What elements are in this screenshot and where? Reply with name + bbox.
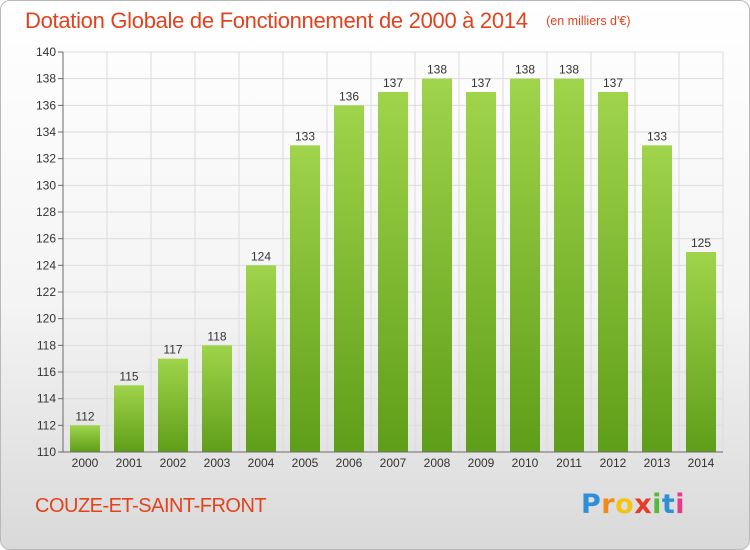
y-tick-label: 122 bbox=[36, 285, 56, 299]
data-label: 133 bbox=[647, 129, 667, 143]
data-label: 115 bbox=[119, 369, 138, 383]
y-tick-label: 124 bbox=[36, 258, 56, 272]
y-tick-label: 126 bbox=[36, 232, 56, 246]
data-label: 137 bbox=[383, 76, 403, 90]
bar-2014 bbox=[686, 252, 716, 452]
data-label: 138 bbox=[559, 63, 579, 77]
bar-2004 bbox=[246, 265, 276, 452]
y-tick-label: 130 bbox=[36, 178, 56, 192]
x-tick-label: 2001 bbox=[116, 456, 143, 470]
x-tick-label: 2011 bbox=[556, 456, 582, 470]
y-tick-label: 120 bbox=[36, 312, 56, 326]
title-row: Dotation Globale de Fonctionnement de 20… bbox=[25, 8, 631, 34]
data-label: 118 bbox=[207, 329, 226, 343]
bar-2006 bbox=[334, 105, 364, 452]
bar-2001 bbox=[114, 385, 144, 452]
proxiti-logo: Proxiti bbox=[581, 489, 686, 520]
y-tick-label: 118 bbox=[37, 338, 56, 352]
data-label: 137 bbox=[471, 76, 491, 90]
y-tick-label: 140 bbox=[36, 45, 56, 59]
data-label: 125 bbox=[691, 236, 711, 250]
bar-2013 bbox=[642, 145, 672, 453]
x-tick-label: 2003 bbox=[204, 456, 231, 470]
x-tick-label: 2012 bbox=[600, 456, 627, 470]
x-tick-label: 2014 bbox=[688, 456, 715, 470]
y-tick-label: 128 bbox=[36, 205, 56, 219]
x-tick-label: 2006 bbox=[336, 456, 363, 470]
bar-2011 bbox=[554, 78, 584, 453]
bar-2005 bbox=[290, 145, 320, 453]
bar-2009 bbox=[466, 92, 496, 452]
bar-2010 bbox=[510, 78, 540, 453]
x-tick-label: 2007 bbox=[380, 456, 407, 470]
bar-2012 bbox=[598, 92, 628, 452]
data-label: 124 bbox=[251, 249, 271, 263]
x-tick-label: 2004 bbox=[248, 456, 275, 470]
y-tick-label: 136 bbox=[36, 98, 56, 112]
y-tick-label: 110 bbox=[37, 445, 56, 459]
data-label: 136 bbox=[339, 89, 359, 103]
x-tick-label: 2009 bbox=[468, 456, 495, 470]
bar-2008 bbox=[422, 78, 452, 453]
y-tick-label: 132 bbox=[36, 152, 56, 166]
x-tick-label: 2000 bbox=[72, 456, 99, 470]
chart-title: Dotation Globale de Fonctionnement de 20… bbox=[25, 8, 528, 33]
axes bbox=[58, 51, 723, 453]
data-label: 138 bbox=[515, 63, 535, 77]
labels: 110 112 114 116 118 120 122 124 126 128 130 132 134 1… bbox=[36, 45, 715, 470]
chart-subtitle: (en milliers d'€) bbox=[546, 14, 631, 28]
bar-2000 bbox=[70, 425, 100, 452]
y-tick-label: 138 bbox=[36, 72, 56, 86]
y-tick-label: 114 bbox=[37, 392, 56, 406]
y-tick-label: 112 bbox=[37, 418, 56, 432]
x-tick-label: 2008 bbox=[424, 456, 451, 470]
data-label: 117 bbox=[163, 343, 182, 357]
data-label: 133 bbox=[295, 129, 315, 143]
y-tick-label: 134 bbox=[36, 125, 56, 139]
y-tick-label: 116 bbox=[37, 365, 56, 379]
x-tick-label: 2002 bbox=[160, 456, 187, 470]
bar-2007 bbox=[378, 92, 408, 452]
x-tick-label: 2005 bbox=[292, 456, 319, 470]
bars bbox=[70, 78, 716, 453]
x-tick-label: 2010 bbox=[512, 456, 539, 470]
commune-name: COUZE-ET-SAINT-FRONT bbox=[35, 495, 267, 517]
x-tick-label: 2013 bbox=[644, 456, 671, 470]
bar-2002 bbox=[158, 358, 188, 452]
data-label: 112 bbox=[75, 409, 94, 423]
bar-2003 bbox=[202, 345, 232, 452]
data-label: 137 bbox=[603, 76, 623, 90]
data-label: 138 bbox=[427, 63, 447, 77]
